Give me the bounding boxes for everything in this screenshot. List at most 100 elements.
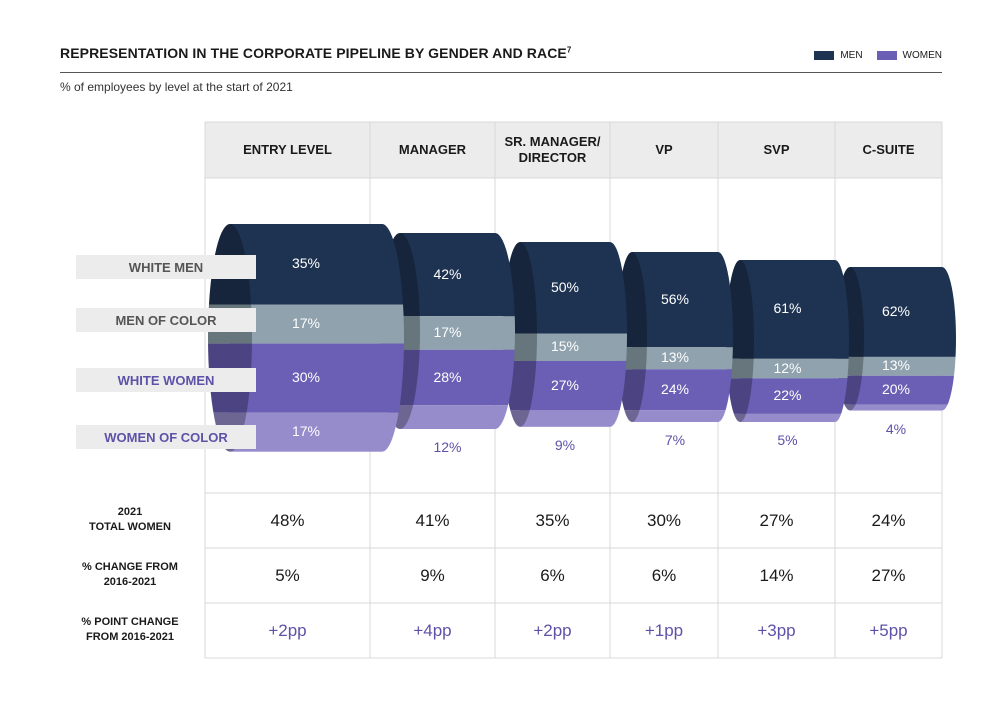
segment-white-women — [632, 369, 718, 411]
segment-cap — [609, 410, 627, 427]
segment-cap — [834, 413, 849, 422]
table-cell: +5pp — [869, 621, 908, 640]
title-rule — [60, 72, 942, 73]
segment-men-of-color — [850, 356, 942, 376]
table-cell: +3pp — [757, 621, 796, 640]
column-header: SVP — [763, 142, 790, 157]
segment-face — [617, 410, 647, 422]
segment-cap — [717, 252, 733, 348]
column-header: ENTRY LEVEL — [243, 142, 332, 157]
segment-white-men — [740, 260, 835, 359]
table-cell: 27% — [871, 566, 906, 585]
segment-value-label: 17% — [291, 315, 321, 332]
table-cell: 35% — [535, 511, 570, 530]
segment-cap — [381, 304, 404, 344]
legend-label-women: WOMEN — [902, 50, 942, 61]
table-row-label-line: % CHANGE FROM — [82, 561, 178, 573]
table-cell: 5% — [275, 566, 300, 585]
segment-value-label: 15% — [550, 338, 580, 355]
table-cell: 48% — [270, 511, 305, 530]
segment-cap — [941, 356, 956, 376]
segment-value-label: 56% — [660, 290, 690, 307]
segment-value-label: 7% — [664, 432, 686, 448]
segment-cap — [381, 343, 404, 413]
segment-value-label: 5% — [777, 432, 798, 448]
segment-value-label: 9% — [554, 436, 576, 453]
chart-subtitle: % of employees by level at the start of … — [60, 80, 293, 94]
segment-men-of-color — [740, 358, 835, 379]
segment-cap — [717, 347, 733, 370]
segment-women-of-color — [520, 410, 610, 427]
segment-cap — [494, 349, 515, 406]
table-cell: +4pp — [413, 621, 452, 640]
segment-face — [726, 358, 754, 379]
table-cell: +2pp — [533, 621, 572, 640]
segment-cap — [941, 267, 956, 357]
table-cell: +1pp — [644, 621, 684, 640]
segment-value-label: 42% — [433, 265, 462, 282]
table-row-label-line: 2016-2021 — [103, 576, 157, 588]
table-row-label-line: 2021 — [117, 506, 143, 518]
table-cell: 14% — [759, 566, 794, 585]
table-cell: 24% — [871, 511, 906, 530]
segment-face — [726, 413, 754, 422]
segment-value-label: 35% — [291, 255, 321, 272]
segment-cap — [609, 333, 627, 361]
table-row-label: % POINT CHANGE FROM 2016-2021 — [60, 615, 200, 645]
segment-value-label: 17% — [291, 423, 321, 440]
segment-white-men — [850, 267, 942, 357]
segment-cap — [941, 375, 956, 405]
legend-swatch-women — [876, 51, 897, 60]
segment-white-women — [740, 378, 835, 414]
segment-value-label: 12% — [773, 359, 802, 376]
table-cell: 41% — [415, 511, 450, 530]
legend: MEN WOMEN — [814, 50, 942, 61]
segment-value-label: 13% — [660, 349, 690, 366]
segment-value-label: 28% — [433, 368, 462, 385]
segment-face — [836, 404, 864, 411]
segment-value-label: 17% — [433, 323, 462, 340]
segment-cap — [941, 404, 956, 411]
segment-value-label: 12% — [433, 439, 462, 456]
table-cell: 27% — [759, 511, 794, 530]
legend-swatch-men — [814, 51, 835, 60]
segment-value-label: 30% — [291, 369, 321, 386]
table-cell: 6% — [540, 566, 565, 585]
segment-value-label: 61% — [773, 300, 802, 317]
segment-value-label: 62% — [881, 302, 911, 319]
segment-white-women — [850, 375, 942, 405]
legend-item-men: MEN — [814, 50, 863, 61]
segment-value-label: 13% — [881, 357, 911, 374]
table-row-label-line: % POINT CHANGE — [81, 616, 179, 628]
segment-women-of-color — [632, 410, 718, 422]
segment-women-of-color — [740, 413, 835, 422]
row-label: WOMEN OF COLOR — [76, 425, 256, 449]
segment-women-of-color — [400, 405, 495, 430]
segment-value-label: 24% — [660, 380, 690, 397]
table-row-label-line: TOTAL WOMEN — [89, 521, 171, 533]
column-header: SR. MANAGER/DIRECTOR — [504, 134, 601, 165]
legend-item-women: WOMEN — [876, 50, 942, 61]
row-label: WHITE MEN — [76, 255, 256, 279]
segment-cap — [834, 358, 849, 379]
table-row-label: % CHANGE FROM 2016-2021 — [60, 560, 200, 590]
table-row-label-line: FROM 2016-2021 — [85, 631, 175, 643]
table-cell: 30% — [646, 511, 682, 530]
row-label: WHITE WOMEN — [76, 368, 256, 392]
row-label: MEN OF COLOR — [76, 308, 256, 332]
table-cell: 9% — [420, 566, 445, 585]
segment-value-label: 4% — [885, 420, 907, 437]
legend-label-men: MEN — [840, 50, 863, 61]
header-band — [205, 122, 942, 178]
column-header: MANAGER — [398, 142, 467, 157]
segment-cap — [717, 410, 733, 422]
table-cell: +2pp — [268, 621, 307, 640]
segment-cap — [494, 316, 515, 350]
segment-value-label: 27% — [550, 376, 580, 393]
segment-value-label: 20% — [881, 381, 911, 398]
segment-value-label: 22% — [773, 387, 802, 404]
table-row-label: 2021 TOTAL WOMEN — [60, 505, 200, 535]
column-header: VP — [655, 142, 673, 157]
column-header: C-SUITE — [862, 142, 915, 157]
